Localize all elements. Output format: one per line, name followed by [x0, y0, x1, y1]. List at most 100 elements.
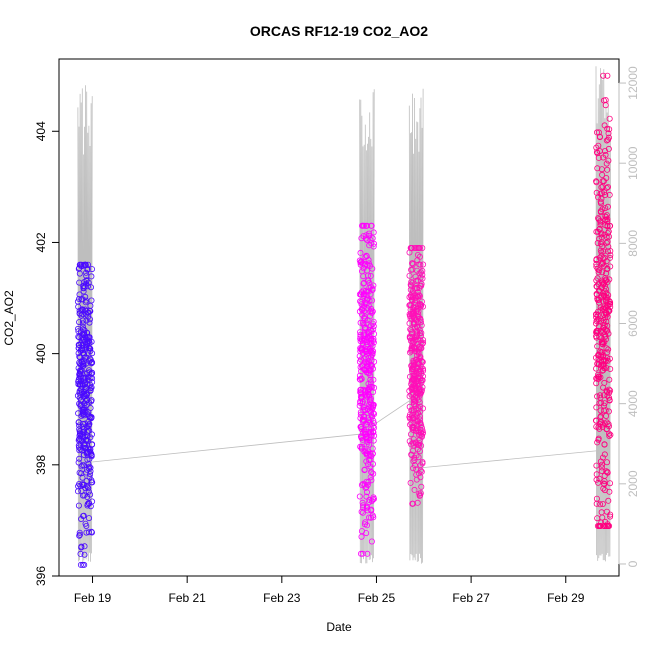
data-point — [361, 222, 368, 229]
data-point — [81, 350, 88, 357]
data-point — [597, 501, 604, 508]
data-point — [359, 417, 366, 424]
data-point — [415, 454, 422, 461]
data-point — [85, 373, 92, 380]
data-point — [418, 302, 425, 309]
data-point — [597, 407, 604, 414]
y-axis: 396 398 400 402 404 — [34, 121, 60, 586]
data-point — [596, 296, 603, 303]
y2-tick-label: 0 — [626, 560, 640, 567]
data-point — [593, 380, 600, 387]
data-point — [78, 386, 85, 393]
data-point — [87, 464, 94, 471]
data-point — [367, 272, 374, 279]
data-point — [370, 495, 377, 502]
data-point — [360, 321, 367, 328]
data-point — [418, 377, 425, 384]
data-point — [593, 283, 600, 290]
data-point — [370, 323, 377, 330]
y2-tick-label: 6000 — [626, 310, 640, 337]
data-point — [82, 444, 89, 451]
data-point — [416, 244, 423, 251]
data-point — [594, 265, 601, 272]
data-point — [85, 421, 92, 428]
data-point — [87, 345, 94, 352]
data-point — [417, 319, 424, 326]
data-point — [413, 365, 420, 372]
data-point — [598, 249, 605, 256]
data-point — [362, 359, 369, 366]
data-point — [418, 322, 425, 329]
data-point — [356, 493, 363, 500]
data-point — [593, 317, 600, 324]
data-point — [87, 385, 94, 392]
data-point — [88, 397, 95, 404]
data-point — [370, 417, 377, 424]
data-point — [367, 395, 374, 402]
data-point — [602, 293, 609, 300]
data-point — [81, 404, 88, 411]
data-point — [406, 320, 413, 327]
data-point — [77, 482, 84, 489]
data-point — [594, 165, 601, 172]
data-point — [598, 195, 605, 202]
data-point — [599, 269, 606, 276]
data-point — [599, 171, 606, 178]
data-point — [78, 412, 85, 419]
data-point — [361, 427, 368, 434]
data-point — [77, 550, 84, 557]
data-point — [362, 519, 369, 526]
data-point — [604, 302, 611, 309]
data-point — [76, 279, 83, 286]
data-point — [598, 200, 605, 207]
data-point — [359, 337, 366, 344]
data-point — [84, 329, 91, 336]
data-point — [413, 378, 420, 385]
data-point — [411, 372, 418, 379]
data-point — [80, 432, 87, 439]
x-tick-label: Feb 27 — [452, 591, 490, 605]
data-point — [593, 291, 600, 298]
data-point — [601, 303, 608, 310]
data-point — [86, 515, 93, 522]
data-point — [408, 282, 415, 289]
data-point — [416, 253, 423, 260]
data-point — [594, 295, 601, 302]
data-point — [79, 337, 86, 344]
data-point — [603, 277, 610, 284]
data-point — [597, 394, 604, 401]
data-point — [603, 258, 610, 265]
data-point — [604, 392, 611, 399]
data-point — [597, 374, 604, 381]
data-point-min — [596, 523, 603, 530]
data-point — [366, 329, 373, 336]
data-point — [410, 458, 417, 465]
data-point — [604, 459, 611, 466]
data-point — [75, 459, 82, 466]
data-point — [594, 129, 601, 136]
data-point — [596, 267, 603, 274]
x-axis: Feb 19 Feb 21 Feb 23 Feb 25 Feb 27 Feb 29 — [74, 575, 585, 605]
data-point — [76, 480, 83, 487]
data-point — [370, 318, 377, 325]
data-point — [603, 345, 610, 352]
data-point — [606, 376, 613, 383]
data-point — [412, 273, 419, 280]
data-point — [593, 144, 600, 151]
data-point — [369, 496, 376, 503]
data-point — [606, 191, 613, 198]
data-point — [79, 561, 86, 568]
data-point — [600, 317, 607, 324]
data-point — [358, 298, 365, 305]
data-point — [360, 290, 367, 297]
data-point — [85, 499, 92, 506]
data-point — [407, 292, 414, 299]
data-point — [605, 346, 612, 353]
data-point — [597, 209, 604, 216]
data-point — [607, 252, 614, 259]
data-point — [86, 474, 93, 481]
data-point — [361, 466, 368, 473]
data-point — [599, 261, 606, 268]
data-point — [367, 291, 374, 298]
data-point — [408, 330, 415, 337]
